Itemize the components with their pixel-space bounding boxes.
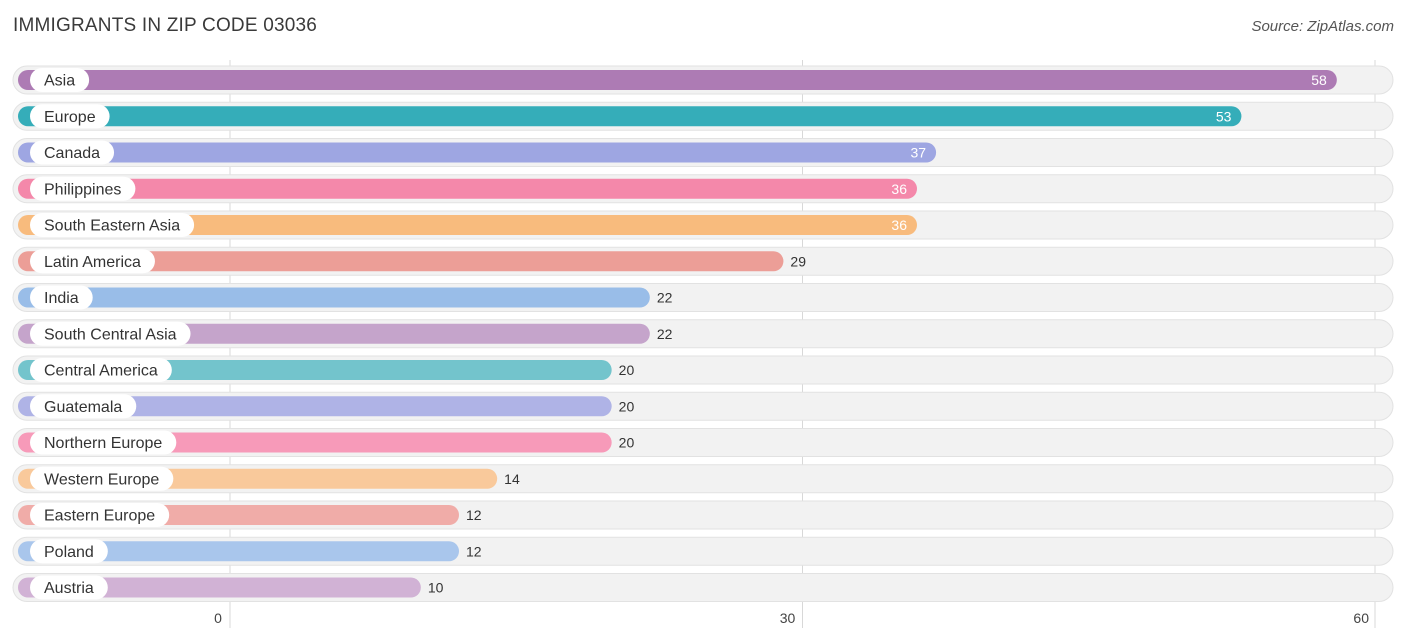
x-tick-label: 30 — [780, 610, 796, 626]
category-label: Poland — [44, 544, 94, 561]
bar — [18, 142, 937, 163]
bar — [18, 287, 650, 308]
category-label-pill — [30, 321, 191, 346]
chart-source: Source: ZipAtlas.com — [1251, 18, 1394, 35]
category-label: Guatemala — [44, 399, 122, 416]
category-label-pill — [30, 249, 155, 274]
category-label-pill — [30, 140, 115, 165]
value-label: 36 — [891, 181, 907, 197]
value-label: 37 — [911, 145, 927, 161]
category-label: India — [44, 290, 79, 307]
bar — [18, 70, 1337, 90]
value-label: 10 — [428, 580, 444, 596]
chart-title: IMMIGRANTS IN ZIP CODE 03036 — [13, 15, 318, 36]
category-label-pill — [30, 285, 93, 310]
category-label-pill — [30, 104, 110, 129]
bar — [18, 577, 421, 598]
category-label: South Central Asia — [44, 326, 177, 343]
category-label-pill — [30, 394, 137, 419]
category-label-pill — [30, 430, 177, 455]
bar — [18, 396, 612, 417]
value-label: 53 — [1216, 108, 1232, 124]
category-label: Latin America — [44, 254, 141, 271]
bar-rows: Asia 58 Europe 53 Canada 37 Philippines 36 South… — [12, 65, 1394, 602]
value-label: 22 — [657, 326, 673, 342]
value-label: 22 — [657, 290, 673, 306]
category-label: Philippines — [44, 181, 121, 198]
value-label: 12 — [466, 543, 482, 559]
value-label: 58 — [1311, 72, 1327, 88]
category-label: Canada — [44, 145, 100, 162]
category-label: Austria — [44, 580, 94, 597]
category-label-pill — [30, 176, 136, 201]
category-label: Northern Europe — [44, 435, 162, 452]
value-label: 20 — [619, 398, 635, 414]
bar — [18, 541, 459, 562]
x-tick-label: 0 — [214, 610, 222, 626]
category-label: South Eastern Asia — [44, 218, 180, 235]
category-label-pill — [30, 539, 108, 564]
value-label: 20 — [619, 362, 635, 378]
category-label-pill — [30, 466, 174, 491]
category-label: Central America — [44, 363, 158, 380]
bar — [18, 215, 917, 235]
x-tick-label: 60 — [1353, 610, 1369, 626]
category-label: Europe — [44, 109, 96, 126]
bar — [18, 106, 1242, 127]
category-label-pill — [30, 213, 195, 237]
value-label: 12 — [466, 507, 482, 523]
category-label-pill — [30, 68, 90, 92]
category-label: Asia — [44, 73, 75, 90]
value-label: 14 — [504, 471, 520, 487]
category-label: Western Europe — [44, 471, 159, 488]
bar — [18, 178, 917, 199]
x-axis-ticks: 0 30 60 — [214, 610, 1369, 626]
value-label: 29 — [790, 253, 806, 269]
value-label: 36 — [891, 217, 907, 233]
value-label: 20 — [619, 435, 635, 451]
category-label-pill — [30, 503, 170, 527]
category-label: Eastern Europe — [44, 508, 155, 525]
bar — [18, 251, 784, 272]
category-label-pill — [30, 575, 108, 600]
category-label-pill — [30, 358, 172, 382]
